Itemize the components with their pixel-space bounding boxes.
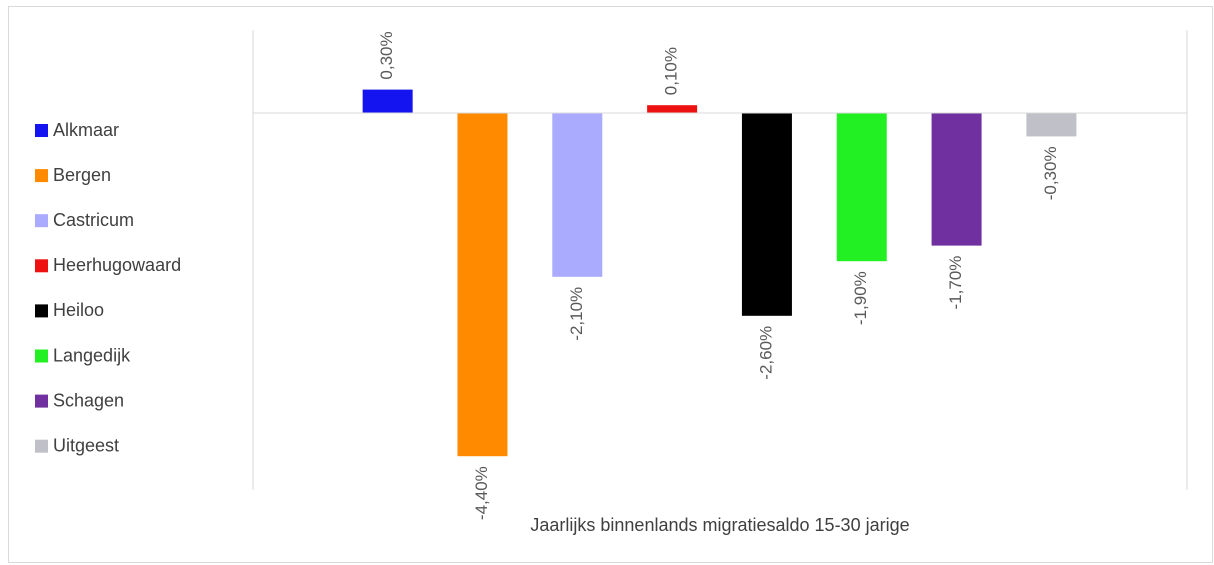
bar: [1026, 113, 1077, 137]
legend-swatch: [35, 214, 48, 228]
value-label: -2,10%: [567, 287, 586, 341]
legend-label: Langedijk: [53, 345, 131, 365]
legend-label: Castricum: [53, 210, 134, 230]
legend-swatch: [35, 394, 48, 408]
bar: [457, 113, 508, 457]
bar: [836, 113, 887, 262]
bar: [362, 89, 413, 113]
legend-label: Uitgeest: [53, 435, 119, 455]
value-label: 0,30%: [377, 31, 396, 79]
legend-label: Heiloo: [53, 300, 104, 320]
bar: [741, 113, 792, 316]
value-label: 0,10%: [662, 47, 681, 95]
value-label: -1,90%: [851, 271, 870, 325]
legend-swatch: [35, 349, 48, 363]
chart-border: [8, 6, 1213, 563]
legend-swatch: [35, 124, 48, 137]
legend-swatch: [35, 169, 48, 183]
legend-label: Heerhugowaard: [53, 255, 181, 275]
bar: [552, 113, 603, 277]
legend-swatch: [35, 259, 48, 273]
x-tick-label: Jaarlijks binnenlands migratiesaldo 15-3…: [530, 515, 909, 535]
legend-label: Schagen: [53, 390, 124, 410]
legend-label: Alkmaar: [53, 120, 119, 140]
value-label: -0,30%: [1041, 146, 1060, 200]
value-label: -4,40%: [472, 466, 491, 520]
value-label: -2,60%: [756, 326, 775, 380]
legend-label: Bergen: [53, 165, 111, 185]
bar: [931, 113, 982, 246]
legend-swatch: [35, 439, 48, 453]
bar: [647, 105, 698, 113]
value-label: -1,70%: [946, 256, 965, 310]
legend-swatch: [35, 304, 48, 318]
